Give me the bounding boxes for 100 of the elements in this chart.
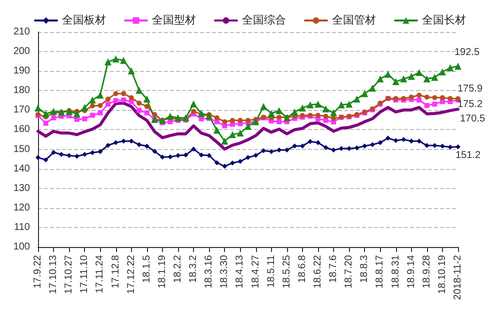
- x-tick-label: 17.9.22: [32, 254, 44, 288]
- point: [90, 150, 95, 156]
- point: [51, 150, 56, 155]
- point: [43, 157, 48, 162]
- point: [246, 118, 250, 123]
- point: [42, 110, 50, 118]
- legend-label: 全国长材: [422, 14, 466, 26]
- y-tick-label: 150: [13, 144, 30, 155]
- x-tick-label: 18.8.17: [374, 254, 386, 288]
- point: [183, 152, 188, 158]
- point: [393, 138, 398, 143]
- x-tick-label: 2018-11-2: [452, 254, 464, 300]
- point: [182, 114, 190, 122]
- point: [400, 75, 408, 82]
- y-tick-label: 160: [13, 124, 30, 136]
- x-tick-label: 18.1.5: [141, 254, 152, 283]
- point: [432, 95, 438, 100]
- point: [136, 86, 143, 94]
- point: [424, 102, 430, 108]
- point: [198, 152, 204, 158]
- point: [113, 140, 118, 146]
- data-label: 175.9: [458, 84, 483, 95]
- point: [408, 138, 414, 144]
- point: [423, 75, 430, 82]
- point: [230, 122, 235, 127]
- point: [82, 152, 88, 157]
- point: [362, 143, 368, 148]
- y-tick-label: 140: [13, 163, 30, 174]
- point: [74, 116, 80, 122]
- point: [228, 131, 236, 138]
- point: [268, 110, 275, 118]
- point: [128, 67, 135, 74]
- point: [98, 102, 103, 108]
- point: [50, 108, 58, 115]
- point: [82, 116, 88, 122]
- point: [456, 144, 460, 150]
- point: [361, 90, 368, 98]
- y-tick-label: 180: [13, 85, 30, 96]
- point: [376, 75, 384, 82]
- point: [314, 100, 322, 108]
- x-tick-label: 18.5.11: [266, 254, 277, 288]
- point: [353, 96, 360, 103]
- point: [144, 144, 150, 149]
- x-tick-label: 18.9.14: [406, 254, 417, 288]
- point: [446, 64, 454, 72]
- y-tick-label: 100: [13, 242, 30, 252]
- x-tick-label: 18.7.6: [328, 254, 340, 283]
- point: [416, 138, 422, 144]
- legend-label: 全国板材: [62, 14, 106, 26]
- point: [214, 115, 220, 120]
- point: [323, 145, 328, 150]
- point: [268, 149, 274, 154]
- point: [330, 109, 338, 116]
- point: [121, 91, 126, 96]
- point: [106, 96, 110, 102]
- point: [338, 146, 344, 151]
- point: [386, 136, 390, 141]
- point: [401, 137, 406, 142]
- point: [206, 153, 212, 158]
- point: [88, 96, 96, 104]
- point: [113, 98, 118, 104]
- point: [308, 138, 313, 144]
- point: [431, 74, 438, 81]
- point: [432, 102, 438, 107]
- y-tick-label: 170: [13, 104, 30, 116]
- point: [176, 153, 180, 158]
- point: [448, 144, 453, 150]
- x-tick-label: 18.8.3: [359, 254, 370, 283]
- point: [51, 115, 56, 120]
- point: [191, 108, 196, 114]
- x-tick-label: 18.6.8: [296, 254, 308, 283]
- x-tick-label: 18.3.30: [219, 254, 230, 288]
- point: [152, 112, 158, 117]
- point: [292, 143, 298, 148]
- legend-label: 全国型材: [152, 14, 196, 26]
- point: [316, 140, 320, 146]
- data-label: 151.2: [456, 150, 481, 161]
- point: [416, 98, 422, 103]
- point: [416, 92, 422, 98]
- y-tick-label: 110: [14, 222, 30, 233]
- point: [246, 154, 250, 160]
- x-tick-label: 18.8.31: [390, 254, 402, 288]
- point: [112, 55, 120, 62]
- point: [222, 119, 228, 124]
- point: [384, 70, 392, 78]
- point: [90, 112, 95, 118]
- y-tick-label: 120: [13, 202, 30, 214]
- point: [276, 114, 282, 120]
- y-tick-label: 210: [13, 26, 30, 38]
- point: [298, 104, 306, 112]
- x-tick-label: 18.5.25: [281, 254, 292, 288]
- point: [136, 108, 142, 113]
- point: [121, 98, 126, 103]
- point: [190, 100, 198, 108]
- y-tick-label: 190: [13, 66, 30, 77]
- point: [206, 112, 213, 120]
- point: [152, 148, 158, 154]
- point: [81, 104, 88, 111]
- point: [322, 105, 330, 112]
- data-label: 192.5: [454, 47, 480, 58]
